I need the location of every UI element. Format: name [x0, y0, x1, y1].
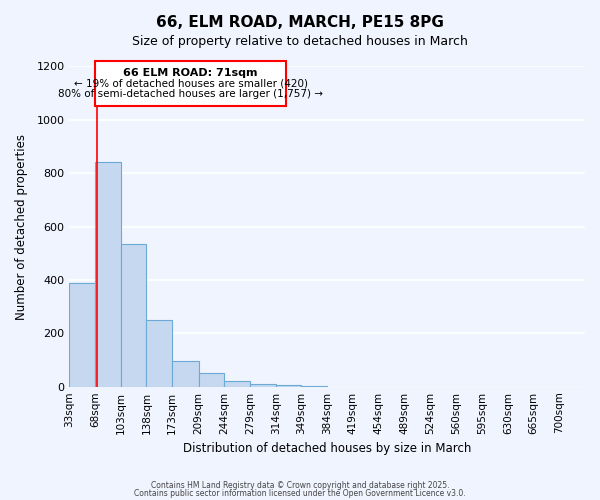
- Text: ← 19% of detached houses are smaller (420): ← 19% of detached houses are smaller (42…: [74, 78, 308, 88]
- Text: Size of property relative to detached houses in March: Size of property relative to detached ho…: [132, 35, 468, 48]
- Bar: [224, 382, 250, 386]
- Bar: [146, 320, 172, 386]
- FancyBboxPatch shape: [95, 61, 286, 106]
- Text: 80% of semi-detached houses are larger (1,757) →: 80% of semi-detached houses are larger (…: [58, 89, 323, 99]
- Bar: [199, 373, 224, 386]
- Bar: [95, 162, 121, 386]
- Bar: [121, 244, 146, 386]
- Bar: [250, 384, 276, 386]
- Text: 66 ELM ROAD: 71sqm: 66 ELM ROAD: 71sqm: [123, 68, 258, 78]
- Bar: [172, 361, 199, 386]
- Text: 66, ELM ROAD, MARCH, PE15 8PG: 66, ELM ROAD, MARCH, PE15 8PG: [156, 15, 444, 30]
- Bar: [70, 282, 95, 387]
- Text: Contains public sector information licensed under the Open Government Licence v3: Contains public sector information licen…: [134, 488, 466, 498]
- X-axis label: Distribution of detached houses by size in March: Distribution of detached houses by size …: [183, 442, 472, 455]
- Text: Contains HM Land Registry data © Crown copyright and database right 2025.: Contains HM Land Registry data © Crown c…: [151, 481, 449, 490]
- Y-axis label: Number of detached properties: Number of detached properties: [15, 134, 28, 320]
